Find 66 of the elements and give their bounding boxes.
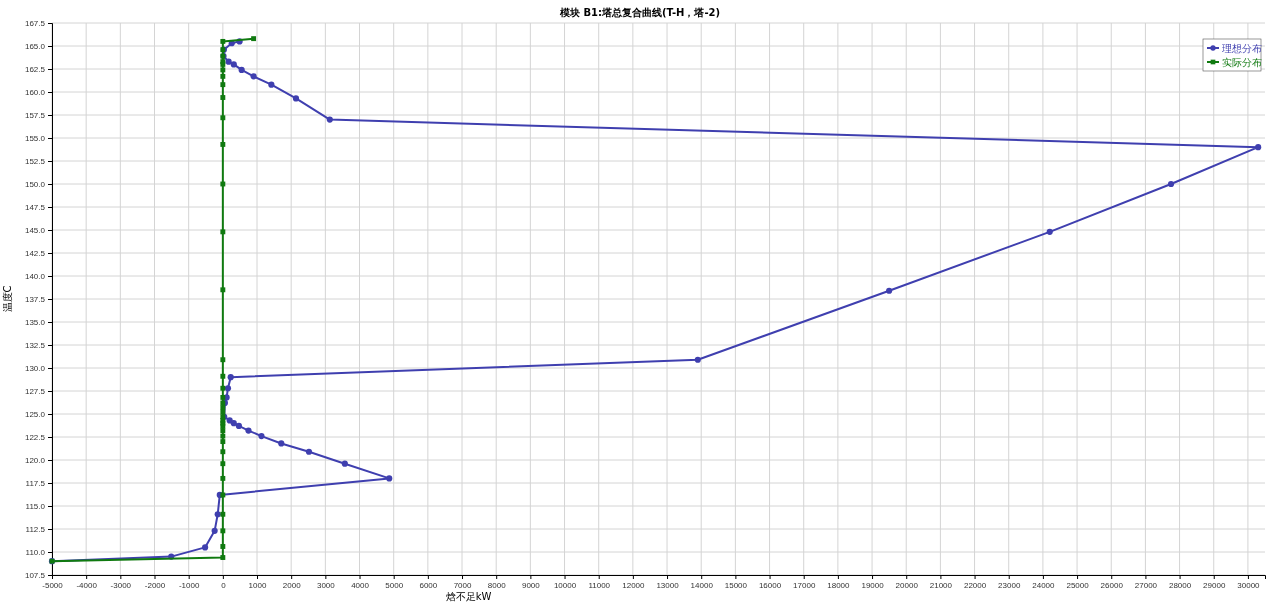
x-tick-label: 27000 xyxy=(1134,580,1158,590)
y-tick-label: 147.5 xyxy=(24,203,46,213)
y-tick-label: 130.0 xyxy=(24,364,46,374)
x-tick-label: 24000 xyxy=(1032,580,1056,590)
y-tick-label: 107.5 xyxy=(24,571,46,581)
x-tick-label: 22000 xyxy=(963,580,987,590)
y-tick-label: 135.0 xyxy=(24,318,46,328)
y-tick-label: 132.5 xyxy=(24,341,46,351)
x-tick-label: -3000 xyxy=(110,580,132,590)
x-tick-label: 23000 xyxy=(998,580,1021,590)
y-tick-label: 125.0 xyxy=(24,410,46,420)
x-tick-label: 13000 xyxy=(656,580,680,590)
x-tick-label: 30000 xyxy=(1237,580,1261,590)
x-tick-label: -4000 xyxy=(76,580,98,590)
y-tick-label: 162.5 xyxy=(24,65,46,75)
x-tick-label: 11000 xyxy=(588,580,611,590)
x-tick-label: 10000 xyxy=(553,580,577,590)
x-tick-label: 3000 xyxy=(316,580,336,590)
x-tick-label: 6000 xyxy=(419,580,438,590)
x-tick-label: 19000 xyxy=(861,580,885,590)
x-tick-label: 8000 xyxy=(487,580,507,590)
x-tick-label: 9000 xyxy=(521,580,541,590)
y-tick-label: 117.5 xyxy=(25,479,46,489)
x-tick-label: 12000 xyxy=(622,580,646,590)
y-tick-label: 145.0 xyxy=(24,226,46,236)
x-tick-label: -1000 xyxy=(178,580,200,590)
x-tick-label: 4000 xyxy=(351,580,370,590)
x-tick-label: -5000 xyxy=(42,580,64,590)
x-tick-label: 16000 xyxy=(758,580,782,590)
x-tick-label: 0 xyxy=(221,580,227,590)
legend-label: 理想分布 xyxy=(1222,43,1262,54)
x-tick-label: 26000 xyxy=(1100,580,1124,590)
legend-label: 实际分布 xyxy=(1222,57,1262,68)
x-tick-label: 14000 xyxy=(690,580,714,590)
y-tick-label: 167.5 xyxy=(24,19,46,29)
y-tick-label: 137.5 xyxy=(24,295,46,305)
x-tick-label: 20000 xyxy=(895,580,919,590)
y-tick-label: 110.0 xyxy=(25,548,46,558)
x-tick-label: 5000 xyxy=(385,580,404,590)
y-tick-label: 157.5 xyxy=(24,111,46,121)
y-tick-label: 112.5 xyxy=(25,525,46,535)
x-tick-label: 2000 xyxy=(282,580,302,590)
y-tick-label: 160.0 xyxy=(24,88,46,98)
x-tick-label: 1000 xyxy=(248,580,267,590)
x-tick-label: 18000 xyxy=(827,580,851,590)
y-tick-label: 127.5 xyxy=(24,387,46,397)
y-tick-label: 150.0 xyxy=(24,180,46,190)
x-tick-label: 21000 xyxy=(929,580,953,590)
y-tick-label: 140.0 xyxy=(24,272,46,282)
x-axis-title: 焓不足kW xyxy=(445,591,492,602)
x-tick-label: 17000 xyxy=(793,580,816,590)
y-tick-label: 152.5 xyxy=(24,157,46,167)
x-tick-label: -2000 xyxy=(144,580,166,590)
x-tick-label: 7000 xyxy=(453,580,472,590)
x-tick-label: 29000 xyxy=(1203,580,1226,590)
y-axis-title: 温度C xyxy=(2,285,13,313)
y-tick-label: 165.0 xyxy=(24,42,46,52)
x-tick-label: 28000 xyxy=(1168,580,1192,590)
x-tick-label: 15000 xyxy=(724,580,748,590)
x-tick-label: 25000 xyxy=(1066,580,1090,590)
y-tick-label: 142.5 xyxy=(24,249,46,259)
y-tick-label: 155.0 xyxy=(24,134,46,144)
chart-title: 模块 B1:塔总复合曲线(T-H，塔-2) xyxy=(558,7,721,18)
y-tick-label: 120.0 xyxy=(24,456,46,466)
y-tick-label: 115.0 xyxy=(25,502,46,512)
y-tick-label: 122.5 xyxy=(24,433,46,443)
